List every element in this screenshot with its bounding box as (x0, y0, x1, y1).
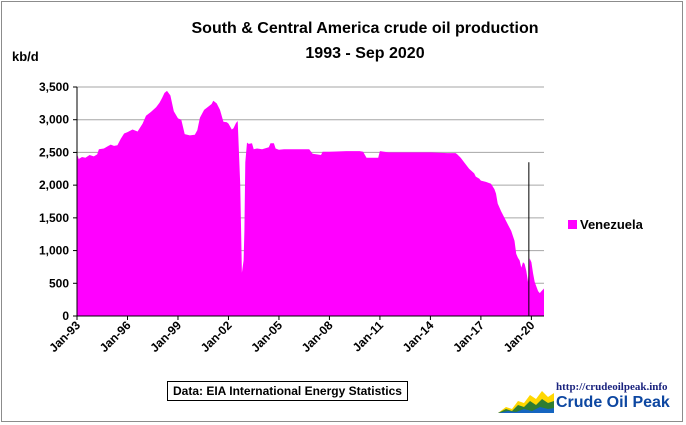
x-tick-label: Jan-02 (198, 318, 235, 355)
y-tick-label: 3,500 (39, 80, 69, 94)
x-ticks: Jan-93 Jan-96 Jan-99 Jan-02 Jan-05 Jan-08 Jan-… (46, 316, 538, 355)
y-tick-label: 2,000 (39, 178, 69, 192)
legend: Venezuela (568, 217, 643, 232)
y-tick-label: 0 (62, 309, 69, 323)
y-tick-label: 2,500 (39, 145, 69, 159)
legend-swatch-venezuela (568, 220, 577, 229)
x-tick-label: Jan-17 (450, 318, 487, 355)
legend-label-venezuela: Venezuela (580, 217, 643, 232)
area-venezuela (77, 90, 544, 317)
y-axis-label: kb/d (12, 49, 39, 64)
y-ticks: 0 500 1,000 1,500 2,000 2,500 3,000 3,500 (39, 80, 77, 323)
crude-oil-peak-logo: http://crudeoilpeak.info Crude Oil Peak (496, 381, 678, 415)
y-tick-label: 3,000 (39, 113, 69, 127)
chart-title: South & Central America crude oil produc… (191, 20, 539, 37)
logo-graph-icon (498, 391, 554, 413)
x-tick-label: Jan-20 (501, 318, 538, 355)
x-tick-label: Jan-05 (248, 318, 285, 355)
x-tick-label: Jan-14 (400, 318, 437, 355)
chart-subtitle: 1993 - Sep 2020 (305, 45, 425, 62)
x-tick-label: Jan-11 (350, 318, 387, 355)
x-tick-label: Jan-99 (147, 318, 184, 355)
y-tick-label: 500 (49, 276, 69, 290)
x-tick-label: Jan-96 (97, 318, 134, 355)
y-tick-label: 1,000 (39, 244, 69, 258)
x-tick-label: Jan-93 (46, 318, 83, 355)
x-tick-label: Jan-08 (299, 318, 336, 355)
logo-url: http://crudeoilpeak.info (556, 381, 668, 393)
y-tick-label: 1,500 (39, 211, 69, 225)
logo-name: Crude Oil Peak (556, 394, 670, 411)
source-box: Data: EIA International Energy Statistic… (167, 381, 408, 401)
